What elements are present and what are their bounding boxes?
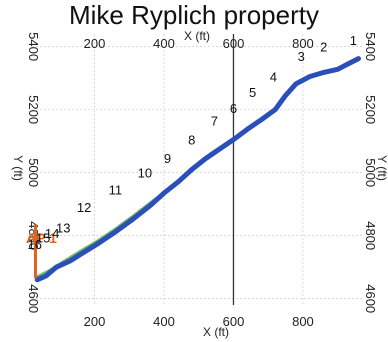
station-label-4: 4 <box>270 69 277 84</box>
ap-label: AP 1 <box>26 230 57 246</box>
station-label-15: 15 <box>36 231 50 246</box>
station-label-2: 2 <box>320 39 327 54</box>
station-label-1: 1 <box>350 33 357 48</box>
station-label-7: 7 <box>211 113 218 128</box>
x-tick-top-800: 800 <box>292 36 314 51</box>
station-label-8: 8 <box>188 132 195 147</box>
station-label-11: 11 <box>109 183 123 198</box>
x-tick-top-400: 400 <box>153 36 175 51</box>
station-label-16: 16 <box>28 237 42 252</box>
y-tick-right-5200: 5200 <box>363 95 378 124</box>
y-tick-left-5000: 5000 <box>26 158 41 187</box>
y-tick-right-4600: 4600 <box>363 284 378 313</box>
series-group <box>34 56 361 283</box>
y-tick-right-5400: 5400 <box>363 32 378 61</box>
x-tick-bottom-600: 600 <box>223 314 245 329</box>
y-axis-label-left: Y (ft) <box>11 155 25 181</box>
station-label-3: 3 <box>298 49 305 64</box>
y-tick-left-5400: 5400 <box>26 32 41 61</box>
station-label-9: 9 <box>164 151 171 166</box>
station-label-12: 12 <box>77 200 91 215</box>
station-label-10: 10 <box>138 165 152 180</box>
station-label-14: 14 <box>45 226 59 241</box>
x-axis-label-bottom: X (ft) <box>203 325 229 339</box>
y-tick-left-5200: 5200 <box>26 95 41 124</box>
x-tick-bottom-400: 400 <box>153 314 175 329</box>
chart-title: Mike Ryplich property <box>69 0 319 30</box>
y-tick-right-4800: 4800 <box>363 221 378 250</box>
y-tick-right-5000: 5000 <box>363 158 378 187</box>
series-line-primary <box>34 56 361 283</box>
y-tick-left-4600: 4600 <box>26 284 41 313</box>
station-label-6: 6 <box>230 101 237 116</box>
x-tick-bottom-800: 800 <box>292 314 314 329</box>
y-axis-label-right: Y (ft) <box>375 155 388 181</box>
y-tick-left-4800: 4800 <box>26 221 41 250</box>
x-axis-label-top: X (ft) <box>184 29 210 43</box>
station-label-5: 5 <box>249 85 256 100</box>
ap-annotation: AP 1 <box>26 224 57 279</box>
x-tick-bottom-200: 200 <box>84 314 106 329</box>
x-tick-top-200: 200 <box>84 36 106 51</box>
station-label-13: 13 <box>56 221 70 236</box>
